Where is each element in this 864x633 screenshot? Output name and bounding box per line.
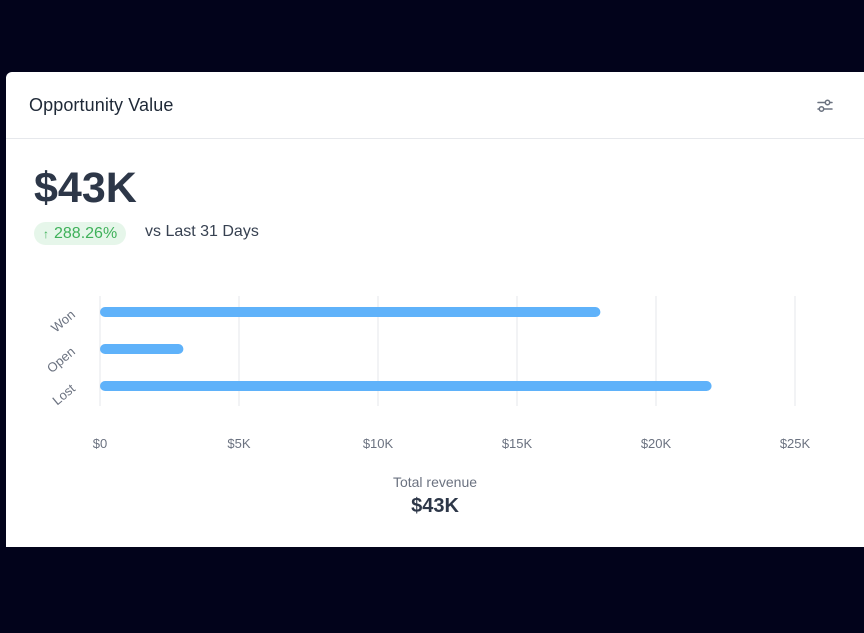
x-tick-label: $25K — [780, 436, 811, 451]
card-title: Opportunity Value — [29, 95, 174, 115]
y-category-label: Lost — [49, 381, 78, 409]
bar-chart: $0 $5K $10K $15K $20K $25K Won Open Lost — [44, 296, 811, 451]
total-value: $43K — [34, 164, 137, 212]
x-tick-label: $15K — [502, 436, 533, 451]
x-tick-label: $0 — [93, 436, 107, 451]
change-percent: 288.26% — [54, 224, 118, 242]
x-tick-label: $10K — [363, 436, 394, 451]
y-category-label: Open — [44, 344, 78, 376]
comparison-text: vs Last 31 Days — [145, 223, 259, 240]
arrow-up-icon: ↑ — [43, 226, 49, 241]
change-badge: ↑ 288.26% — [34, 222, 127, 245]
y-category-label: Won — [48, 307, 78, 336]
opportunity-value-card: Opportunity Value $43K ↑ 288.26% vs Last… — [6, 72, 864, 547]
x-tick-label: $5K — [227, 436, 250, 451]
x-tick-label: $20K — [641, 436, 672, 451]
card-header: Opportunity Value — [6, 72, 864, 139]
total-revenue-label: Total revenue — [392, 474, 478, 490]
total-revenue-value: $43K — [411, 495, 459, 517]
sliders-icon[interactable] — [816, 97, 834, 115]
